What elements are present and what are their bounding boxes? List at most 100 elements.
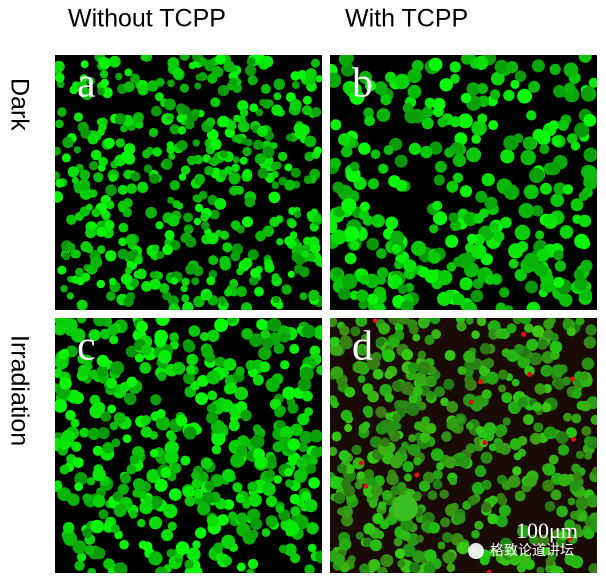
cell — [471, 330, 480, 340]
cell — [296, 457, 309, 469]
cell — [265, 469, 275, 479]
cell — [152, 244, 160, 252]
cell — [193, 488, 204, 499]
cell — [542, 463, 556, 476]
cell — [272, 296, 280, 304]
cell — [103, 558, 115, 570]
cell — [378, 322, 390, 335]
cell — [412, 550, 425, 563]
cell — [100, 411, 112, 422]
cell — [394, 329, 405, 340]
cell — [231, 163, 240, 173]
cell — [419, 432, 431, 443]
cell — [287, 402, 299, 414]
cell — [125, 345, 138, 358]
cell — [306, 522, 319, 535]
cell — [532, 325, 545, 338]
cell — [450, 142, 464, 155]
cell — [271, 104, 283, 116]
cell — [124, 266, 133, 275]
cell — [195, 73, 203, 81]
cell — [574, 233, 589, 249]
cell — [528, 80, 540, 93]
cell — [262, 338, 274, 349]
cell — [349, 161, 360, 172]
cell — [184, 496, 196, 507]
cell — [87, 567, 97, 573]
cell — [167, 295, 179, 307]
cell — [149, 278, 161, 290]
cell — [542, 479, 555, 492]
cell — [417, 350, 427, 359]
cell — [110, 361, 125, 376]
cell — [395, 179, 408, 192]
cell — [101, 87, 113, 99]
dead-cell — [521, 331, 527, 337]
panel-label: a — [77, 61, 96, 107]
cell — [436, 462, 445, 471]
cell — [209, 209, 220, 220]
cell — [490, 71, 505, 86]
cell — [109, 277, 117, 286]
cell — [536, 131, 551, 146]
cell — [582, 165, 597, 181]
cell — [526, 338, 539, 351]
cell — [271, 170, 279, 178]
cell — [525, 280, 538, 294]
cell — [241, 328, 253, 340]
cell — [249, 333, 263, 348]
cell — [543, 426, 557, 440]
cell — [514, 343, 524, 354]
cell — [536, 248, 550, 262]
cell — [554, 260, 567, 272]
cell — [164, 160, 172, 168]
cell — [262, 225, 275, 237]
cell — [87, 427, 101, 441]
column-header: Without TCPP — [68, 5, 226, 33]
cell — [488, 443, 497, 452]
cell — [169, 180, 180, 191]
cell — [183, 340, 196, 353]
cell — [264, 262, 275, 273]
cell — [97, 245, 106, 254]
cell — [517, 88, 532, 104]
cell — [91, 149, 102, 161]
cell — [66, 292, 74, 300]
cell — [206, 232, 219, 245]
cell — [207, 329, 220, 342]
cell — [217, 514, 229, 526]
cell — [75, 267, 84, 277]
cell — [456, 321, 467, 332]
dead-cell — [571, 436, 577, 442]
cell — [553, 182, 566, 195]
cell — [299, 366, 314, 381]
cell — [394, 154, 408, 168]
cell — [84, 244, 94, 254]
cell — [253, 139, 264, 150]
cell — [156, 409, 166, 419]
cell — [228, 77, 238, 87]
cell — [220, 399, 234, 413]
cell — [276, 238, 284, 246]
cell — [300, 491, 312, 502]
cell — [55, 399, 68, 413]
cell — [456, 541, 470, 555]
cell — [265, 515, 278, 528]
cell — [298, 124, 310, 136]
cell — [170, 240, 181, 251]
cell — [384, 393, 394, 403]
cell — [375, 337, 385, 347]
cell — [408, 324, 419, 335]
cell — [397, 284, 408, 294]
cell — [431, 329, 442, 340]
cell — [204, 291, 212, 299]
cell — [63, 318, 78, 333]
cell — [517, 524, 531, 538]
cell — [579, 371, 589, 381]
cell — [368, 499, 378, 509]
cell — [120, 124, 128, 133]
cell — [309, 429, 322, 443]
column-header: With TCPP — [345, 5, 468, 33]
cell — [567, 133, 578, 144]
cell — [92, 467, 106, 482]
